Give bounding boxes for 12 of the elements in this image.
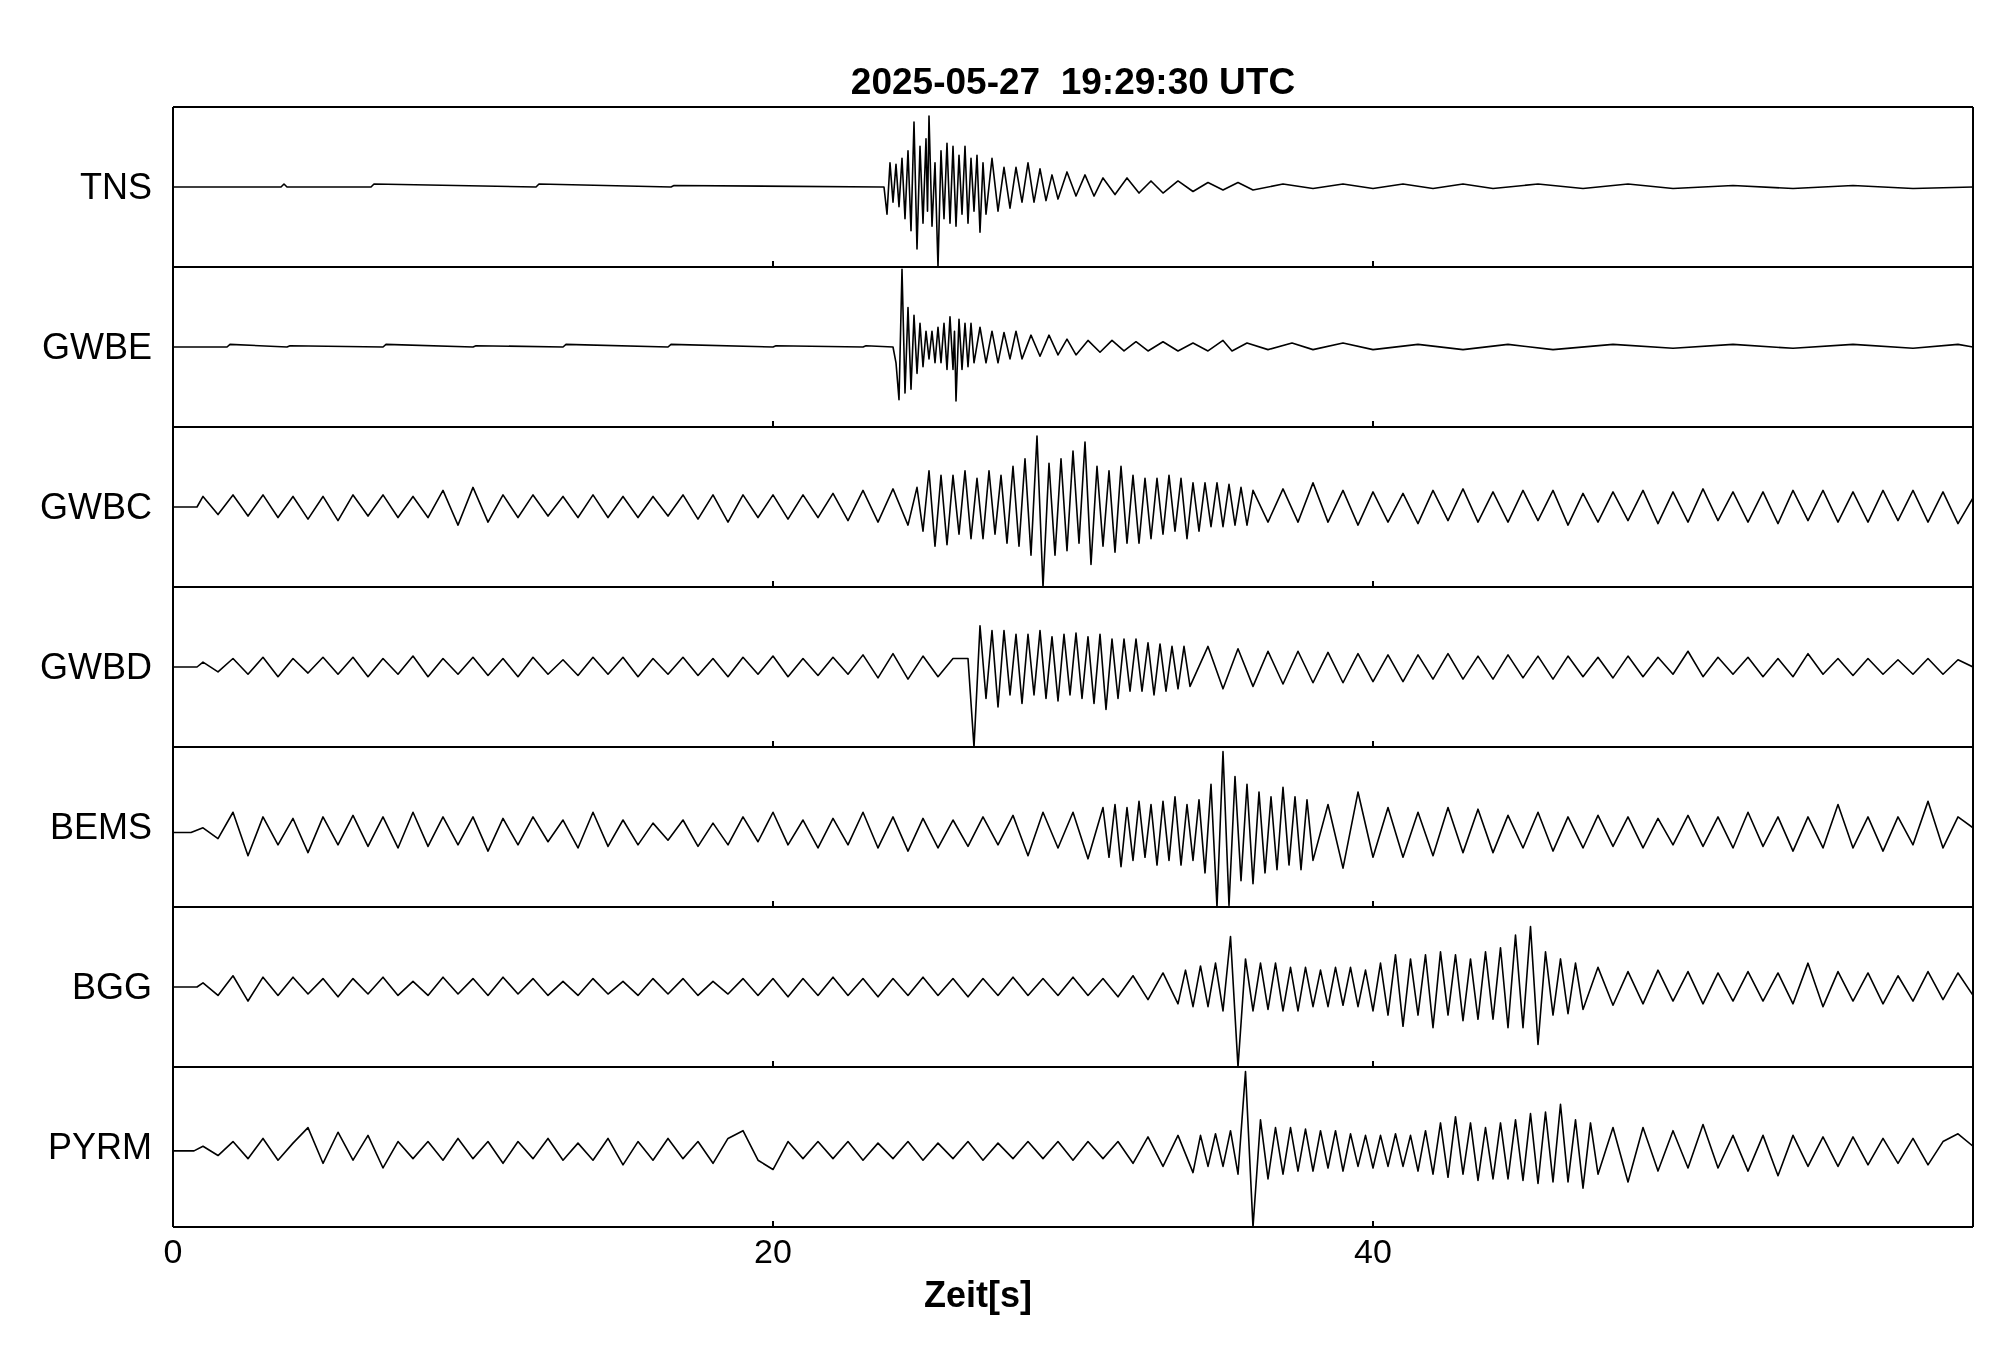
x-tick-label: 40: [1354, 1232, 1392, 1270]
x-tick-label: 20: [754, 1232, 792, 1270]
y-axis-title: PYRM: [47, 1125, 152, 1169]
y-axis-title: GWBD: [40, 645, 152, 689]
y-axis-title: BEMS: [49, 805, 152, 849]
x-axis-title: Zeit[s]: [923, 1273, 1033, 1317]
x-tick-label: 0: [163, 1232, 183, 1270]
y-axis-title: BGG: [71, 965, 152, 1009]
y-axis-title: TNS: [80, 165, 152, 209]
y-axis-title: GWBC: [40, 485, 152, 529]
y-axis-title: GWBE: [41, 325, 152, 369]
chart-title: 2025-05-27 19:29:30 UTC: [849, 60, 1297, 104]
